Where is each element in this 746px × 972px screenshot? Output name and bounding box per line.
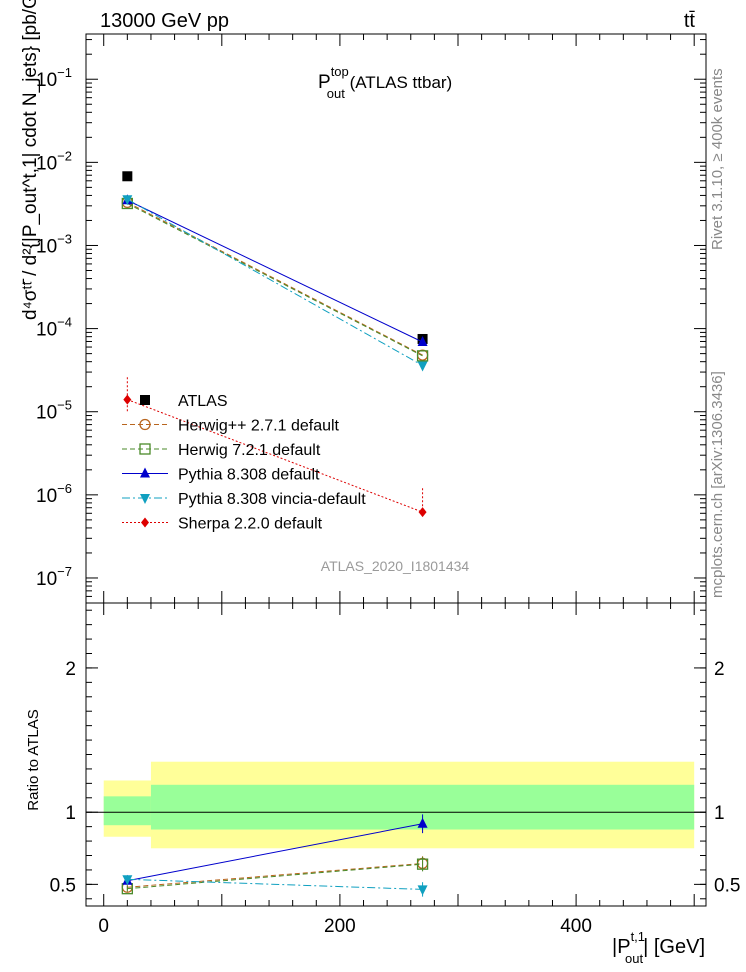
legend-marker <box>140 467 150 478</box>
legend-marker <box>141 517 149 528</box>
series-0 <box>122 171 428 344</box>
series-group <box>121 171 429 518</box>
ratio-series-1 <box>121 856 429 895</box>
data-point <box>122 195 133 206</box>
data-point <box>122 171 133 182</box>
ratio-point <box>416 858 429 870</box>
ratio-series-0 <box>121 856 429 893</box>
y-tick-label: 10−5 <box>36 398 72 424</box>
ratio-series-group <box>121 814 429 897</box>
ratio-frame <box>85 602 707 907</box>
ratio-point <box>417 817 428 828</box>
ratio-point <box>417 885 428 896</box>
ratio-y-tick-label: 0.5 <box>50 875 76 896</box>
x-tick-label: 400 <box>560 916 592 937</box>
ratio-line <box>127 823 423 882</box>
data-point <box>417 335 428 346</box>
band-inner <box>103 796 151 826</box>
y-axis-label: d⁴σᵗᵗ̄ / d²{|P_out^t,1| cdot N_jets} [pb… <box>20 0 41 320</box>
data-point <box>416 350 429 362</box>
legend-label: Herwig++ 2.7.1 default <box>178 418 340 435</box>
side-label-mcplots: mcplots.cern.ch [arXiv:1306.3436] <box>709 371 726 598</box>
legend-marker <box>139 418 151 431</box>
y-tick-label: 10−7 <box>36 564 72 590</box>
y-tick-label: 10−2 <box>36 148 72 174</box>
header-right: tt̄ <box>684 10 696 32</box>
data-point <box>123 394 132 405</box>
uncertainty-bands <box>103 761 695 849</box>
series-line <box>127 199 423 343</box>
watermark: ATLAS_2020_I1801434 <box>321 558 470 574</box>
data-point <box>417 361 428 372</box>
ratio-y-tick-label: 1 <box>65 803 76 824</box>
x-axis-label: |Pt,1 out| [GeV] <box>612 929 705 966</box>
plot-title: Ptop out (ATLAS ttbar) <box>318 64 452 101</box>
ratio-line <box>127 878 423 890</box>
series-line <box>127 399 423 513</box>
side-label-rivet: Rivet 3.1.10, ≥ 400k events <box>709 68 726 250</box>
legend-label: Sherpa 2.2.0 default <box>178 516 323 533</box>
ratio-y-tick-label-right: 0.5 <box>714 875 740 896</box>
series-4 <box>122 195 428 372</box>
header-left: 13000 GeV pp <box>100 10 229 32</box>
ratio-y-tick-label: 2 <box>65 659 76 680</box>
ratio-line <box>127 862 423 888</box>
legend: ATLAS Herwig++ 2.7.1 default Herwig 7.2.1 … <box>122 393 366 533</box>
data-point <box>418 507 427 518</box>
series-5 <box>123 377 427 518</box>
series-1 <box>121 196 429 361</box>
series-3 <box>122 194 428 346</box>
legend-label: ATLAS <box>178 393 228 410</box>
ratio-y-tick-label-right: 2 <box>714 659 725 680</box>
ratio-point <box>122 875 133 886</box>
legend-label: Herwig 7.2.1 default <box>178 442 321 459</box>
series-line <box>127 198 423 366</box>
ratio-line <box>127 863 423 890</box>
legend-label: Pythia 8.308 default <box>178 467 320 484</box>
ratio-y-axis-label: Ratio to ATLAS <box>25 709 42 810</box>
series-2 <box>121 197 429 362</box>
x-tick-label: 200 <box>324 916 356 937</box>
ratio-y-tick-label-right: 1 <box>714 803 725 824</box>
series-line <box>127 201 423 356</box>
legend-label: Pythia 8.308 vincia-default <box>178 491 366 508</box>
legend-marker <box>140 395 150 405</box>
ratio-series-3 <box>122 875 428 897</box>
series-line <box>127 203 423 357</box>
ratio-panel: 0.5 0.5 1 1 2 2 0 200 400 Ratio to ATLAS |Pt,1 out|… <box>25 602 740 966</box>
y-tick-label: 10−4 <box>36 315 72 341</box>
x-tick-label: 0 <box>98 916 109 937</box>
legend-marker <box>139 443 151 455</box>
y-tick-label: 10−3 <box>36 231 72 257</box>
y-tick-label: 10−1 <box>36 65 72 91</box>
y-tick-label: 10−6 <box>36 481 72 507</box>
main-panel: 10−7 10−6 10−5 10−4 10−3 10−2 10−1 Ptop out (ATL… <box>20 0 707 604</box>
legend-marker <box>140 494 150 504</box>
